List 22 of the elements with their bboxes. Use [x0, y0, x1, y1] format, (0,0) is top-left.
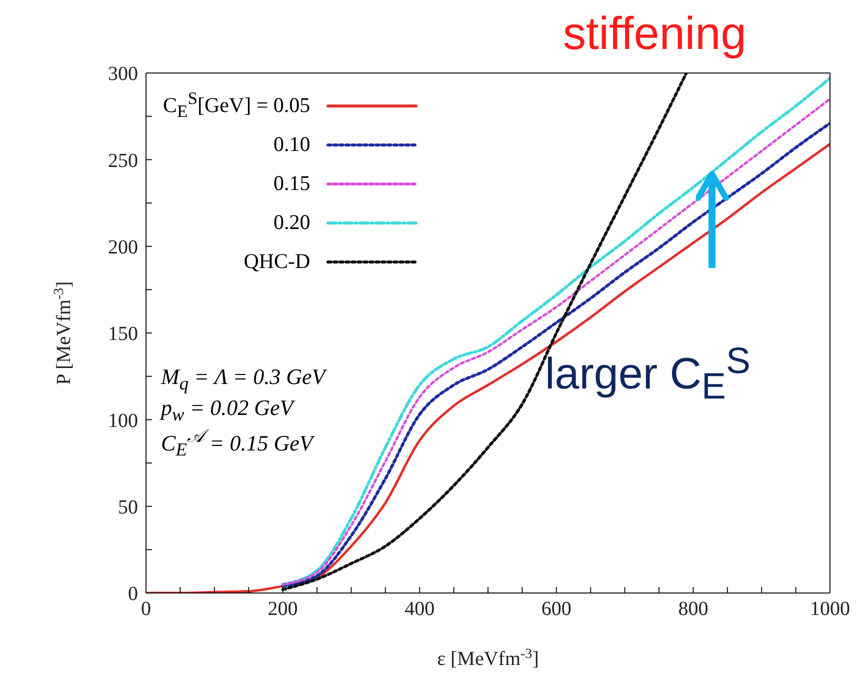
legend-label: 0.15 [273, 171, 310, 196]
y-tick-label: 300 [108, 63, 138, 86]
y-tick-label: 150 [108, 323, 138, 346]
x-tick-label: 400 [404, 598, 435, 620]
x-axis-title: ε [MeVfm$^{-3}$] [437, 646, 539, 670]
y-tick-label: 250 [108, 150, 138, 172]
legend-label: 0.20 [273, 210, 310, 235]
text: stiffening [563, 6, 746, 60]
y-tick-label: 0 [128, 583, 138, 606]
y-tick-label: 100 [108, 410, 138, 432]
legend-label: C$_{E}$$^{S}$[GeV] = 0.05 [163, 88, 310, 123]
annotation: M$_{q}$ = Λ = 0.3 GeV [161, 364, 326, 394]
x-tick-label: 600 [541, 598, 572, 620]
annotation: C$_{E}$$^{𝒜}$ = 0.15 GeV [161, 426, 313, 461]
x-tick-label: 200 [268, 598, 298, 620]
x-tick-label: 800 [678, 598, 708, 620]
y-tick-label: 50 [118, 496, 138, 518]
legend-label: 0.10 [273, 132, 310, 157]
x-tick-label: 1000 [810, 598, 850, 620]
legend-label: QHC-D [244, 249, 310, 274]
annotation: p$_{w}$ = 0.02 GeV [161, 395, 294, 426]
y-tick-label: 200 [108, 236, 138, 258]
